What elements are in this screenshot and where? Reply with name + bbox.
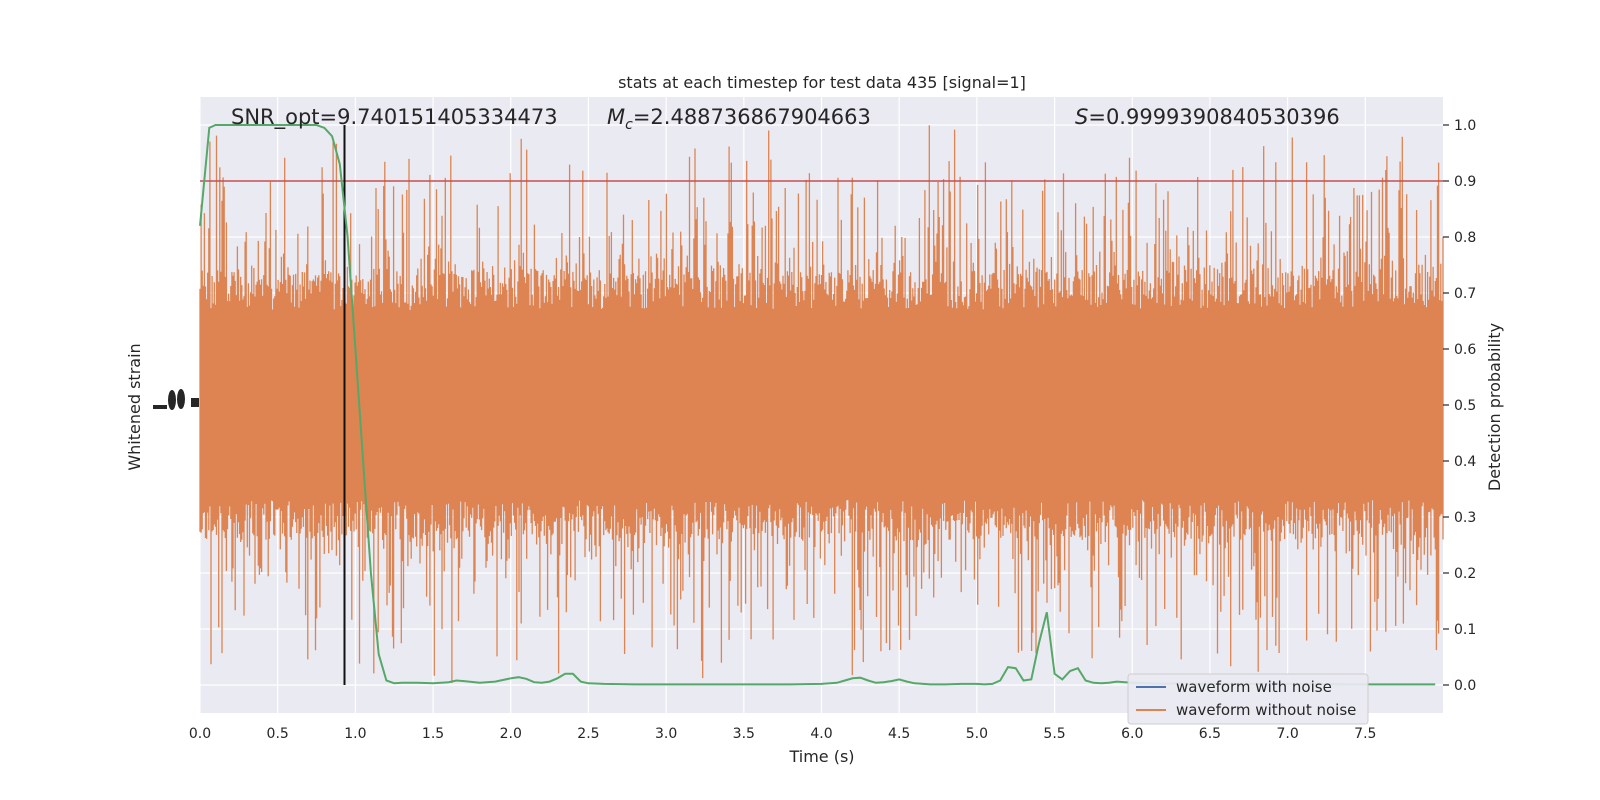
x-tick-label: 1.0 — [344, 726, 366, 742]
x-tick-label: 2.0 — [500, 726, 522, 742]
legend: waveform with noise waveform without noi… — [1127, 673, 1369, 725]
legend-label-with-noise: waveform with noise — [1176, 678, 1332, 696]
x-tick-label: 7.5 — [1354, 726, 1376, 742]
x-tick-label: 5.0 — [966, 726, 988, 742]
detection-probability-line — [199, 124, 1436, 686]
y-tick-label: 0.0 — [1454, 678, 1476, 694]
x-tick-label: 5.5 — [1043, 726, 1065, 742]
right-axis-label: Detection probability — [1485, 323, 1504, 491]
snr-annotation: SNR_opt=9.740151405334473 — [231, 105, 558, 130]
y-tick-label: 1.0 — [1454, 118, 1476, 134]
chart-title: stats at each timestep for test data 435… — [618, 73, 1026, 92]
right-axis-ticks: 0.0 0.1 0.2 0.3 0.4 0.5 0.6 0.7 0.8 0.9 1.0 — [1443, 118, 1476, 694]
x-tick-label: 6.5 — [1199, 726, 1221, 742]
y-tick-label: 0.2 — [1454, 566, 1476, 582]
legend-label-without-noise: waveform without noise — [1176, 701, 1356, 719]
x-tick-label: 1.5 — [422, 726, 444, 742]
x-tick-label: 3.0 — [655, 726, 677, 742]
y-tick-label: 0.9 — [1454, 174, 1476, 190]
left-axis-label: Whitened strain — [125, 343, 144, 470]
y-tick-label: 0.7 — [1454, 286, 1476, 302]
x-tick-label: 2.5 — [577, 726, 599, 742]
x-tick-label: 6.0 — [1121, 726, 1143, 742]
x-tick-label: 0.0 — [189, 726, 211, 742]
strain-waveform — [199, 125, 1444, 683]
x-tick-label: 3.5 — [733, 726, 755, 742]
y-tick-label: 0.5 — [1454, 398, 1476, 414]
x-tick-label: 4.5 — [888, 726, 910, 742]
y-tick-label: 0.1 — [1454, 622, 1476, 638]
y-tick-label: 0.6 — [1454, 342, 1476, 358]
x-tick-label: 4.0 — [810, 726, 832, 742]
chirp-mass-annotation: Mc=2.488736867904663 — [607, 105, 871, 133]
y-tick-label: 0.3 — [1454, 510, 1476, 526]
statistic-annotation: S=0.9999390840530396 — [1075, 105, 1340, 129]
left-axis-ticks — [153, 389, 199, 410]
x-axis-label: Time (s) — [788, 747, 854, 766]
x-tick-label: 0.5 — [267, 726, 289, 742]
x-axis-ticks: 0.0 0.5 1.0 1.5 2.0 2.5 3.0 3.5 4.0 4.5 5.0 5.5 6.0 6… — [189, 726, 1377, 742]
y-tick-label: 0.8 — [1454, 230, 1476, 246]
strain-waveform-band — [199, 125, 1444, 683]
x-tick-label: 7.0 — [1276, 726, 1298, 742]
legend-box — [1127, 673, 1369, 725]
y-tick-label: 0.4 — [1454, 454, 1476, 470]
